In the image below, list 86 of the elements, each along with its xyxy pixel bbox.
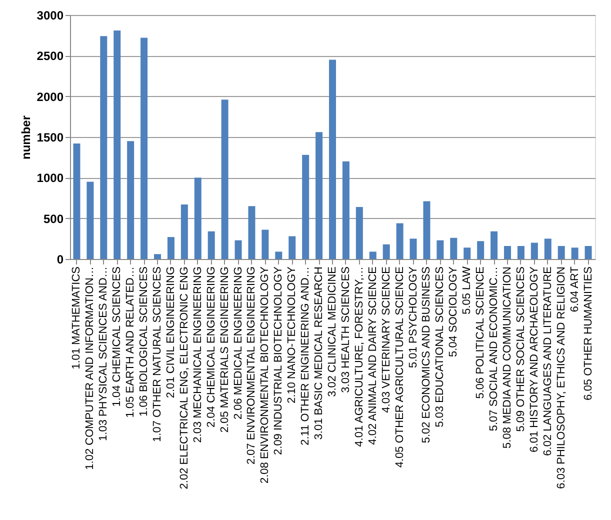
x-tick-label: 6.04 ART xyxy=(568,266,581,312)
x-tick-label: 2.01 CIVIL ENGINEERING xyxy=(164,266,177,398)
bar xyxy=(275,252,282,259)
bar xyxy=(154,254,161,259)
x-tick-label: 6.03 PHILOSOPHY, ETHICS AND RELIGION xyxy=(555,266,568,489)
y-tick-label: 2500 xyxy=(36,49,64,64)
x-tick-label: 5.08 MEDIA AND COMMUNICATION xyxy=(502,266,514,448)
bar xyxy=(342,161,350,259)
x-tick-label: 2.11 OTHER ENGINEERING AND… xyxy=(300,266,312,446)
bar xyxy=(262,230,269,259)
x-tick-label: 2.03 MECHANICAL ENGINEERING xyxy=(192,266,204,443)
bar xyxy=(464,248,471,259)
bar xyxy=(288,236,296,259)
y-axis-title: number xyxy=(18,115,33,160)
x-tick-label: 1.02 COMPUTER AND INFORMATION… xyxy=(84,266,96,470)
x-tick-label: 2.10 NANO-TECHNOLOGY xyxy=(286,266,298,404)
bar xyxy=(316,132,323,259)
x-tick-label: 1.01 MATHEMATICS xyxy=(70,266,83,370)
bar xyxy=(86,182,94,259)
bar xyxy=(140,38,148,259)
x-tick-label: 3.03 HEALTH SCIENCES xyxy=(340,266,352,393)
x-tick-label: 6.05 OTHER HUMANITIES xyxy=(582,266,594,400)
bar xyxy=(194,178,202,259)
bar xyxy=(208,231,215,259)
x-tick-label: 2.08 ENVIRONMENTAL BIOTECHNOLOGY xyxy=(259,266,272,484)
x-tick-label: 3.02 CLINICAL MEDICINE xyxy=(326,266,338,397)
x-tick-label: 2.05 MATERIALS ENGINEERING xyxy=(218,266,231,433)
y-tick-label: 1500 xyxy=(36,130,64,144)
bar xyxy=(558,246,565,259)
bar xyxy=(571,248,578,259)
bar xyxy=(544,238,552,259)
bar xyxy=(423,201,430,259)
x-tick-label: 2.04 CHEMICAL ENGINEERING xyxy=(205,266,218,428)
bar xyxy=(477,241,484,259)
bar xyxy=(100,36,108,259)
x-tick-label: 4.05 OTHER AGRICULTURAL SCIENCE xyxy=(394,266,406,468)
x-tick-label: 1.07 OTHER NATURAL SCIENCES xyxy=(152,266,164,442)
bar xyxy=(180,204,188,259)
x-tick-label: 5.02 ECONOMICS AND BUSINESS xyxy=(420,266,433,444)
x-tick-label: 5.03 EDUCATIONAL SCIENCES xyxy=(434,266,446,428)
bar xyxy=(490,231,498,259)
bar xyxy=(369,252,376,259)
bar xyxy=(504,246,511,259)
bar xyxy=(114,30,121,259)
x-tick-label: 5.07 SOCIAL AND ECONOMIC… xyxy=(488,266,500,432)
x-tick-label: 2.07 ENVIRONMENTAL ENGINEERING xyxy=(246,266,258,465)
bar xyxy=(356,206,363,259)
bar xyxy=(248,206,256,259)
x-tick-label: 5.01 PSYCHOLOGY xyxy=(407,266,420,368)
x-tick-label: 5.04 SOCIOLOGY xyxy=(448,266,460,357)
bar xyxy=(450,238,458,259)
bar xyxy=(396,223,404,259)
x-tick-label: 5.09 OTHER SOCIAL SCIENCES xyxy=(514,266,527,432)
x-tick-label: 2.06 MEDICAL ENGINEERING xyxy=(232,266,244,420)
bar xyxy=(436,240,444,259)
x-tick-label: 3.01 BASIC MEDICAL RESEARCH xyxy=(313,266,326,440)
y-tick-label: 1000 xyxy=(36,171,64,186)
bar xyxy=(410,238,417,259)
x-tick-label: 1.06 BIOLOGICAL SCIENCES xyxy=(138,266,150,416)
y-tick-label: 2000 xyxy=(36,90,64,104)
y-tick-label: 0 xyxy=(56,252,64,266)
bar xyxy=(167,237,174,259)
bar xyxy=(584,246,592,259)
y-tick-label: 3000 xyxy=(36,8,64,22)
bar xyxy=(517,246,524,259)
x-tick-label: 2.02 ELECTRICAL ENG, ELECTRONIC ENG xyxy=(178,266,190,490)
bar xyxy=(382,244,390,259)
bar xyxy=(329,60,336,259)
bar xyxy=(234,240,242,259)
x-tick-label: 4.01 AGRICULTURE, FORESTRY,… xyxy=(353,266,366,447)
x-tick-label: 2.09 INDUSTRIAL BIOTECHNOLOGY xyxy=(272,266,285,455)
x-tick-label: 6.01 HISTORY AND ARCHAEOLOGY xyxy=(528,266,540,452)
x-tick-label: 4.02 ANIMAL AND DAIRY SCIENCE xyxy=(366,266,379,445)
bar xyxy=(221,100,228,259)
x-tick-label: 1.04 CHEMICAL SCIENCES xyxy=(111,266,124,407)
bar xyxy=(530,242,538,259)
y-tick-label: 500 xyxy=(43,212,64,226)
x-tick-label: 1.03 PHYSICAL SCIENCES AND… xyxy=(98,266,110,441)
x-tick-label: 5.06 POLITICAL SCIENCE xyxy=(474,266,487,399)
x-tick-label: 6.02 LANGUAGES AND LITERATURE xyxy=(542,266,554,456)
bar xyxy=(302,154,310,259)
bar xyxy=(127,141,134,259)
x-tick-label: 5.05 LAW xyxy=(461,266,474,314)
bar xyxy=(73,144,80,259)
x-tick-label: 4.03 VETERINARY SCIENCE xyxy=(380,266,392,413)
x-tick-label: 1.05 EARTH AND RELATED… xyxy=(124,266,137,418)
